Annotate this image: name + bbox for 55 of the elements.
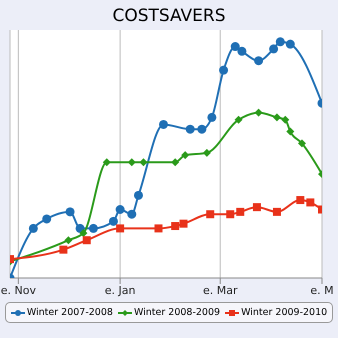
point [134,190,143,200]
chart-title: COSTSAVERS [111,5,227,28]
point [28,224,38,233]
x-tick-label: e. Jan [104,284,136,297]
x-tick-label: e. M [310,284,334,297]
point [82,236,91,244]
point [180,220,188,228]
point [139,158,148,166]
point [202,148,211,157]
point [286,128,294,136]
point [154,224,162,232]
legend-label: Winter 2009-2010 [240,307,328,318]
point [230,42,240,52]
point [206,210,214,218]
point [64,236,72,244]
point [272,113,281,122]
point [236,208,244,216]
x-tick-label: e. Mar [202,284,238,297]
point [276,37,285,46]
point [237,46,246,56]
point [219,66,228,75]
point [252,203,261,212]
point [272,208,281,216]
legend-label: Winter 2007-2008 [26,307,113,318]
point [102,158,111,166]
point [234,116,243,124]
point [269,44,278,54]
point [116,205,125,214]
point [88,224,98,233]
point [226,210,234,218]
point [171,158,180,166]
point [171,222,180,230]
point [42,214,52,224]
point [306,198,314,206]
point [207,112,216,122]
point [286,40,295,49]
point [127,210,136,219]
point [59,246,68,254]
point [79,229,88,238]
legend-label: Winter 2008-2009 [132,307,220,318]
point [116,224,124,232]
point [186,124,195,134]
point [66,207,75,216]
point [254,56,264,66]
point [128,158,136,166]
point [298,139,306,148]
point [158,120,168,129]
point [76,224,85,233]
point [181,151,190,160]
point [281,116,290,124]
x-tick-label: e. Nov [0,284,36,297]
point [197,124,206,134]
point [296,196,304,204]
point [108,216,118,226]
point [254,108,263,117]
